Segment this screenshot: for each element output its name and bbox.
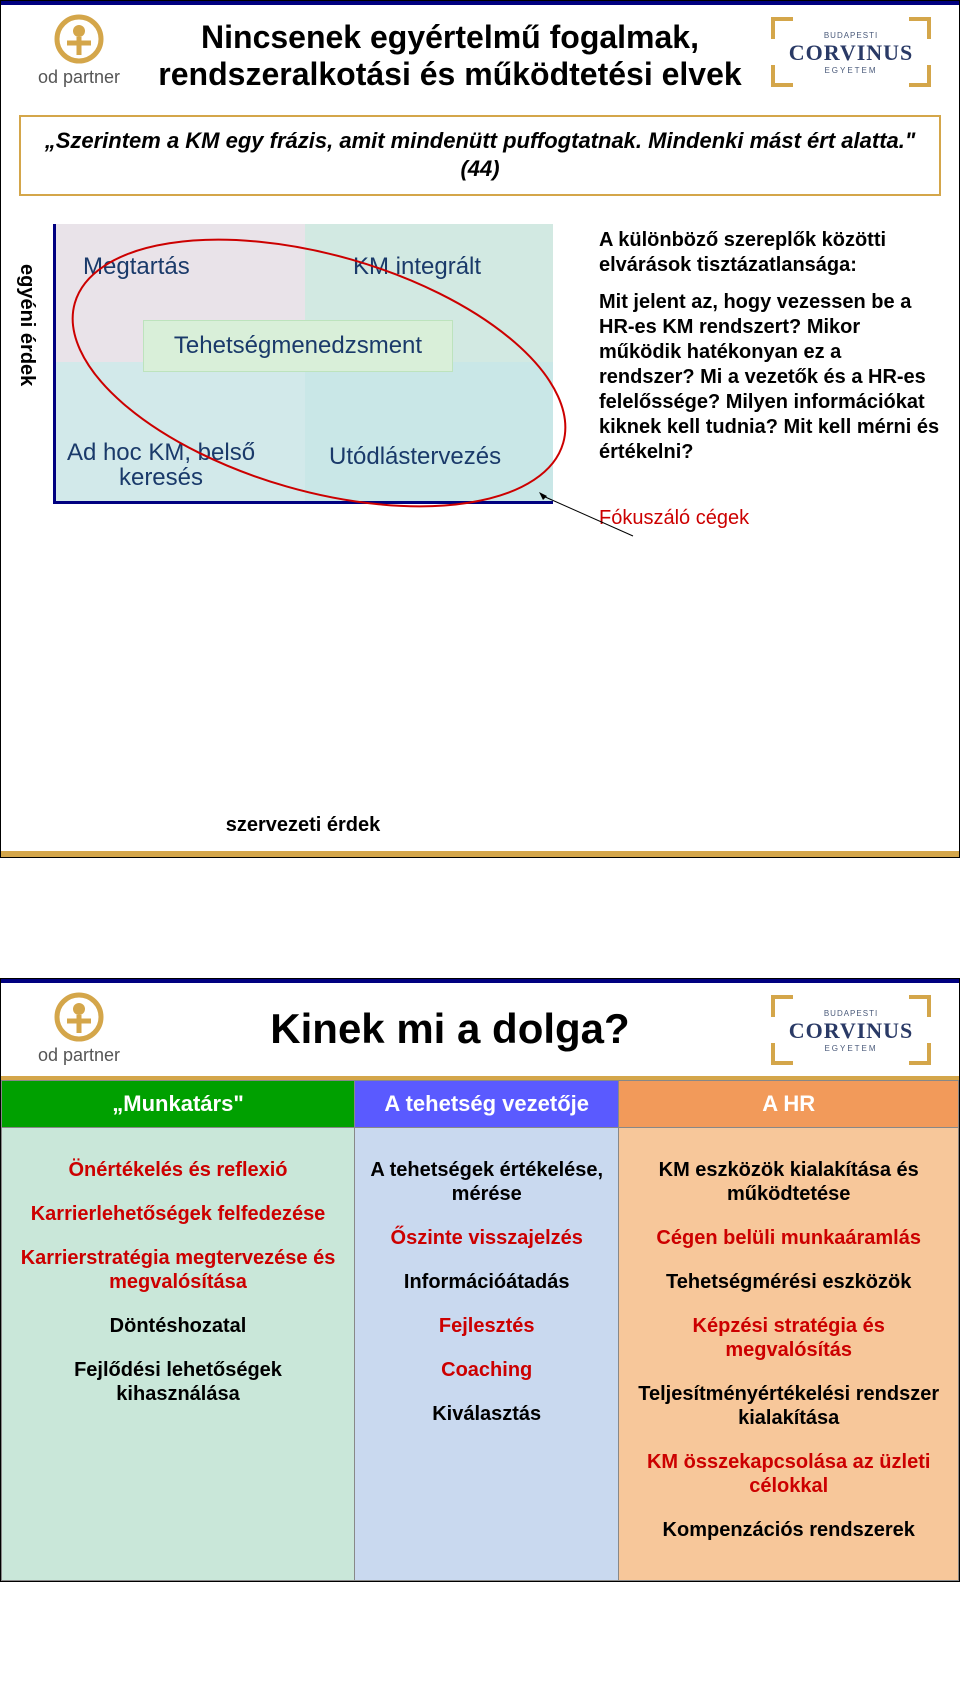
q-label-br: Utódlástervezés (329, 444, 501, 469)
slide-1: od partner Nincsenek egyértelmű fogalmak… (0, 0, 960, 858)
slide1-right-text: A különböző szereplők közötti elvárások … (599, 224, 941, 837)
list-item: Karrierstratégia megtervezése és megvaló… (12, 1246, 344, 1294)
right-heading: A különböző szereplők közötti elvárások … (599, 228, 941, 278)
list-item: Képzési stratégia és megvalósítás (629, 1314, 948, 1362)
list-item: A tehetségek értékelése, mérése (365, 1158, 608, 1206)
mid-box: Tehetségmenedzsment (143, 320, 453, 372)
list-item: Karrierlehetőségek felfedezése (12, 1202, 344, 1226)
bottom-gold-bar (1, 851, 959, 857)
corvinus-big-2: CORVINUS (771, 1018, 931, 1044)
quote-box: „Szerintem a KM egy frázis, amit mindenü… (19, 115, 941, 196)
q-label-tr: KM integrált (353, 254, 481, 279)
list-item: Információátadás (365, 1270, 608, 1294)
slide2-title: Kinek mi a dolga? (139, 991, 761, 1061)
header-col2: A tehetség vezetője (355, 1080, 619, 1127)
list-item: Teljesítményértékelési rendszer kialakít… (629, 1382, 948, 1430)
od-partner-logo: od partner (19, 13, 139, 88)
x-axis-label: szervezeti érdek (53, 814, 553, 837)
od-partner-label: od partner (38, 67, 120, 88)
slide1-body: egyéni érdek Tehetségmenedzsment Megtart… (1, 214, 959, 851)
q-label-tl: Megtartás (83, 254, 190, 279)
corvinus-small-2: BUDAPESTI (771, 1009, 931, 1018)
od-partner-label-2: od partner (38, 1045, 120, 1066)
list-item: Fejlesztés (365, 1314, 608, 1338)
slide2-header: od partner Kinek mi a dolga? BUDAPESTI C… (1, 983, 959, 1072)
list-item: Önértékelés és reflexió (12, 1158, 344, 1182)
list-item: Fejlődési lehetőségek kihasználása (12, 1358, 344, 1406)
q-label-bl: Ad hoc KM, belső keresés (61, 440, 261, 490)
table-header-row: „Munkatárs" A tehetség vezetője A HR (2, 1080, 959, 1127)
slide-2: od partner Kinek mi a dolga? BUDAPESTI C… (0, 978, 960, 1582)
list-item: Tehetségmérési eszközök (629, 1270, 948, 1294)
list-item: KM eszközök kialakítása és működtetése (629, 1158, 948, 1206)
corvinus-sub: EGYETEM (771, 66, 931, 75)
table-body-row: Önértékelés és reflexió Karrierlehetősége… (2, 1127, 959, 1580)
corvinus-logo: BUDAPESTI CORVINUS EGYETEM (761, 13, 941, 87)
corvinus-logo-2: BUDAPESTI CORVINUS EGYETEM (761, 991, 941, 1065)
slide1-title: Nincsenek egyértelmű fogalmak, rendszera… (139, 13, 761, 99)
quadrant-br (305, 362, 554, 501)
y-axis-label: egyéni érdek (15, 264, 38, 386)
roles-table: „Munkatárs" A tehetség vezetője A HR Öné… (1, 1080, 959, 1581)
list-item: Kompenzációs rendszerek (629, 1518, 948, 1542)
od-partner-icon (53, 13, 105, 65)
right-paragraph: Mit jelent az, hogy vezessen be a HR-es … (599, 290, 941, 465)
body-col2: A tehetségek értékelése, mérése Őszinte v… (355, 1127, 619, 1580)
list-item: Őszinte visszajelzés (365, 1226, 608, 1250)
focus-label: Fókuszáló cégek (599, 507, 941, 530)
list-item: KM összekapcsolása az üzleti célokkal (629, 1450, 948, 1498)
slide1-header: od partner Nincsenek egyértelmű fogalmak… (1, 5, 959, 105)
header-col1: „Munkatárs" (2, 1080, 355, 1127)
matrix-panel: egyéni érdek Tehetségmenedzsment Megtart… (19, 224, 579, 837)
list-item: Coaching (365, 1358, 608, 1382)
od-partner-icon-2 (53, 991, 105, 1043)
corvinus-big: CORVINUS (771, 40, 931, 66)
corvinus-small: BUDAPESTI (771, 31, 931, 40)
list-item: Kiválasztás (365, 1402, 608, 1426)
body-col3: KM eszközök kialakítása és működtetése Cé… (619, 1127, 959, 1580)
od-partner-logo-2: od partner (19, 991, 139, 1066)
list-item: Döntéshozatal (12, 1314, 344, 1338)
corvinus-sub-2: EGYETEM (771, 1044, 931, 1053)
list-item: Cégen belüli munkaáramlás (629, 1226, 948, 1250)
body-col1: Önértékelés és reflexió Karrierlehetősége… (2, 1127, 355, 1580)
header-col3: A HR (619, 1080, 959, 1127)
